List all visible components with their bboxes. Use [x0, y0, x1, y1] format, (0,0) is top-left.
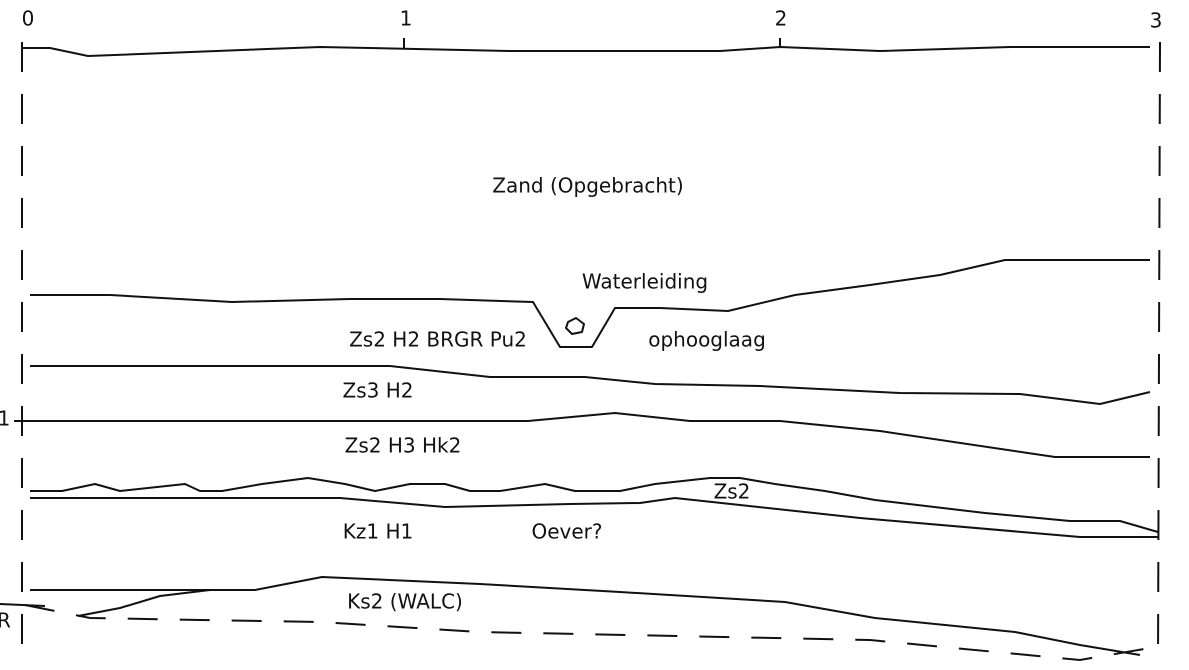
- layer-label: Ks2 (WALC): [347, 590, 463, 614]
- surface-line: [22, 46, 1150, 57]
- layer-label: Zs2: [714, 480, 751, 504]
- tick: [0, 603, 46, 607]
- layer-label: Zand (Opgebracht): [492, 174, 683, 198]
- scale-label: 0: [22, 7, 35, 31]
- scale-label: 3: [1150, 9, 1163, 33]
- edge-label: R: [0, 609, 11, 633]
- layer-boundary: [30, 412, 1150, 458]
- right-boundary: [1157, 41, 1161, 666]
- layer-label: Zs3 H2: [343, 379, 414, 403]
- layer-boundary: [30, 497, 1158, 538]
- scale-label: 1: [400, 7, 413, 31]
- profile-lines: [0, 38, 1161, 666]
- excavation-bottom: [24, 604, 1151, 662]
- layer-boundary: [30, 576, 1141, 656]
- annotation: ophooglaag: [648, 328, 766, 352]
- layer-label: Kz1 H1: [343, 520, 413, 544]
- layer-label: Zs2 H3 Hk2: [345, 434, 462, 458]
- layer-boundary: [30, 259, 1150, 348]
- layer-boundary: [30, 365, 1151, 405]
- annotation: Oever?: [531, 520, 602, 544]
- layer-label: Zs2 H2 BRGR Pu2: [349, 328, 527, 352]
- scale-label: 2: [775, 7, 788, 31]
- layer-boundary: [77, 589, 211, 617]
- pipe: [565, 317, 585, 335]
- annotation: Waterleiding: [582, 270, 708, 294]
- depth-label: 1: [0, 407, 10, 431]
- layer-boundary: [30, 477, 1159, 533]
